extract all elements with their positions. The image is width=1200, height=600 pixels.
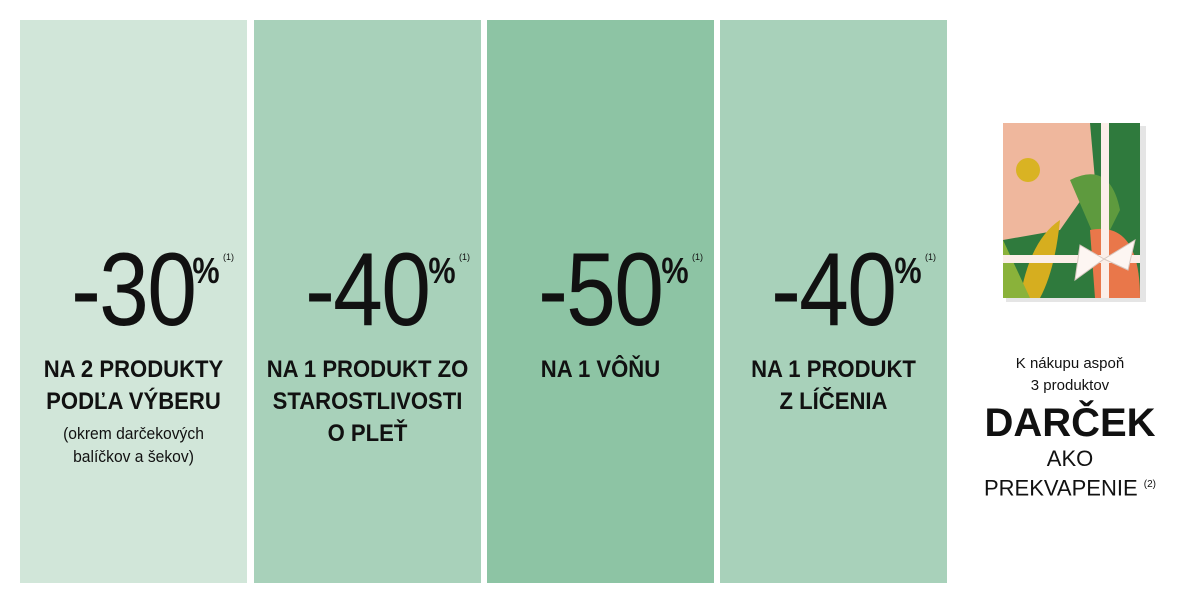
discount: -30% (1) [71, 232, 234, 348]
footnote-ref: (1) [925, 252, 936, 262]
offer-title: NA 1 PRODUKT ZO STAROSTLIVOSTI O PLEŤ [266, 356, 469, 447]
percent-sign: % [192, 250, 220, 291]
offer-title: NA 1 PRODUKT Z LÍČENIA [751, 356, 916, 415]
offer-subtitle: (okrem darčekových balíčkov a šekov) [63, 424, 204, 466]
gift-headline: DARČEK [984, 401, 1156, 445]
offer-title: NA 2 PRODUKTY PODĽA VÝBERU [43, 356, 224, 415]
offer-title: NA 1 VÔŇU [540, 356, 661, 383]
footnote-ref: (1) [223, 252, 234, 262]
offer-panel-4[interactable]: -40% (1) NA 1 PRODUKT Z LÍČENIA [720, 20, 947, 583]
discount: -50% (1) [538, 232, 703, 348]
offer-panel-3[interactable]: -50% (1) NA 1 VÔŇU [487, 20, 714, 583]
percent-sign: % [661, 250, 689, 291]
footnote-ref: (1) [459, 252, 470, 262]
discount: -40% (1) [305, 232, 470, 348]
footnote-ref: (2) [1143, 479, 1156, 490]
footnote-ref: (1) [692, 252, 703, 262]
percent-sign: % [894, 250, 922, 291]
discount: -40% (1) [771, 232, 936, 348]
gift-intro: K nákupu aspoň 3 produktov [1015, 355, 1125, 394]
offer-panel-2[interactable]: -40% (1) NA 1 PRODUKT ZO STAROSTLIVOSTI O P… [254, 20, 481, 583]
gift-box-icon [1003, 123, 1146, 302]
percent-sign: % [428, 250, 456, 291]
gift-subtitle: AKO PREKVAPENIE (2) [983, 446, 1156, 501]
offer-panel-1[interactable]: -30% (1) NA 2 PRODUKTY PODĽA VÝBERU (okrem… [20, 20, 247, 583]
